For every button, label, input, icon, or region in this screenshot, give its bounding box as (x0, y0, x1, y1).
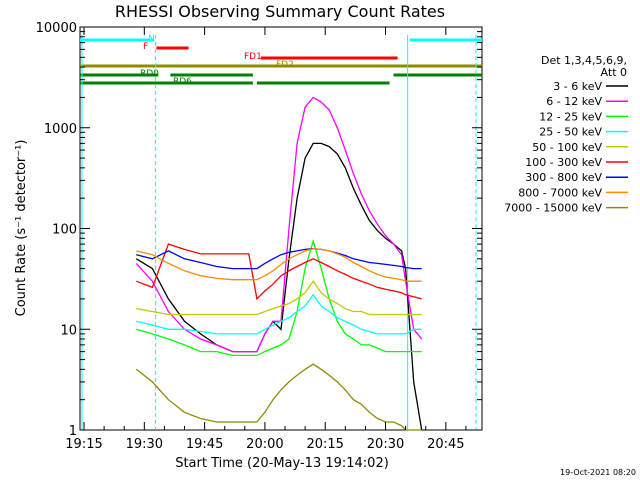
legend-label-7: 800 - 7000 keV (518, 186, 602, 199)
x-tick-label-4: 20:15 (306, 437, 343, 452)
flag-label-4: RD0 (140, 69, 159, 79)
flag-label-0: N (148, 34, 155, 44)
series-line-6 (136, 248, 422, 270)
x-tick-label-3: 20:00 (246, 437, 283, 452)
y-tick-label-2: 100 (52, 223, 77, 238)
x-tick-label-2: 19:45 (186, 437, 223, 452)
flag-label-3: FD2 (276, 60, 294, 70)
series-line-4 (136, 280, 422, 316)
series-line-7 (136, 248, 422, 282)
x-axis-label: Start Time (20-May-13 19:14:02) (175, 456, 389, 471)
legend: Det 1,3,4,5,6,9,Att 03 - 6 keV 6 - 12 keV… (504, 54, 628, 215)
legend-label-8: 7000 - 15000 keV (504, 202, 602, 215)
flag-label-1: F (143, 42, 148, 52)
y-tick-label-0: 1 (69, 424, 77, 439)
timestamp: 19-Oct-2021 08:20 (560, 468, 636, 477)
legend-label-6: 300 - 800 keV (525, 171, 602, 184)
legend-label-3: 25 - 50 keV (539, 126, 602, 139)
series-line-3 (136, 293, 422, 335)
legend-label-5: 100 - 300 keV (525, 156, 602, 169)
series-layer (135, 96, 423, 431)
series-line-0 (135, 142, 423, 431)
vlines-layer (81, 35, 477, 430)
series-line-1 (135, 96, 423, 353)
chart-title: RHESSI Observing Summary Count Rates (115, 2, 445, 21)
series-line-8 (135, 363, 422, 431)
legend-header-1: Att 0 (601, 66, 627, 79)
x-tick-label-5: 20:30 (367, 437, 404, 452)
series-line-5 (136, 243, 422, 301)
legend-label-1: 6 - 12 keV (546, 95, 602, 108)
plot-frame (79, 26, 483, 431)
legend-label-0: 3 - 6 keV (553, 80, 602, 93)
x-tick-label-1: 19:30 (126, 437, 163, 452)
x-tick-label-0: 19:15 (65, 437, 102, 452)
y-tick-label-4: 10000 (36, 21, 77, 36)
flag-label-5: RD6 (173, 77, 192, 87)
x-tick-label-6: 20:45 (427, 437, 464, 452)
series-line-2 (136, 238, 422, 357)
y-tick-label-3: 1000 (44, 122, 77, 137)
legend-label-2: 12 - 25 keV (539, 110, 602, 123)
flags-layer: NF FD1 FD2 RD0 RD6 (80, 34, 482, 87)
y-tick-label-1: 10 (60, 323, 77, 338)
legend-label-4: 50 - 100 keV (532, 141, 602, 154)
flag-label-2: FD1 (244, 52, 262, 62)
legend-header-0: Det 1,3,4,5,6,9, (541, 54, 627, 67)
y-axis-label: Count Rate (s⁻¹ detector⁻¹) (14, 140, 29, 317)
ticks-layer: 19:15 19:30 19:45 20:00 20:15 20:30 20:45 1 10 10… (36, 21, 482, 452)
